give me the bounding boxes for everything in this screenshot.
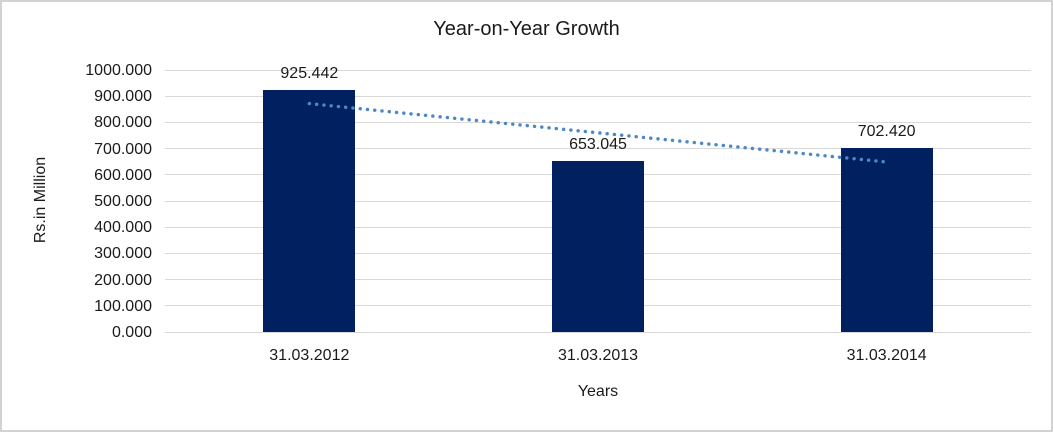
bar-31.03.2014 xyxy=(840,147,933,332)
data-label: 653.045 xyxy=(569,135,627,153)
y-tick-label: 900.000 xyxy=(94,88,152,106)
y-gridline xyxy=(165,69,1031,71)
y-tick-label: 500.000 xyxy=(94,193,152,210)
y-gridline xyxy=(165,95,1031,97)
data-label: 702.420 xyxy=(857,122,916,140)
y-tick-label: 100.000 xyxy=(94,297,152,315)
y-tick-label: 600.000 xyxy=(94,166,152,184)
y-tick-label: 400.000 xyxy=(94,219,152,237)
y-tick-label: 300.000 xyxy=(94,245,152,263)
data-label: 925.442 xyxy=(280,64,339,82)
chart-title: Year-on-Year Growth xyxy=(433,18,620,40)
bar-31.03.2012 xyxy=(263,89,356,332)
y-tick-label: 700.000 xyxy=(94,140,152,158)
bar-31.03.2013 xyxy=(552,160,644,332)
y-gridline xyxy=(165,331,1031,333)
y-tick-label: 0.000 xyxy=(111,324,152,341)
x-tick-label: 31.03.2013 xyxy=(557,347,639,364)
y-tick-label: 1000.000 xyxy=(85,62,152,79)
x-axis-title: Years xyxy=(577,383,619,400)
x-tick-label: 31.03.2014 xyxy=(846,347,927,364)
y-tick-label: 800.000 xyxy=(94,114,152,132)
x-tick-label: 31.03.2012 xyxy=(269,347,350,364)
y-tick-label: 200.000 xyxy=(94,271,152,289)
